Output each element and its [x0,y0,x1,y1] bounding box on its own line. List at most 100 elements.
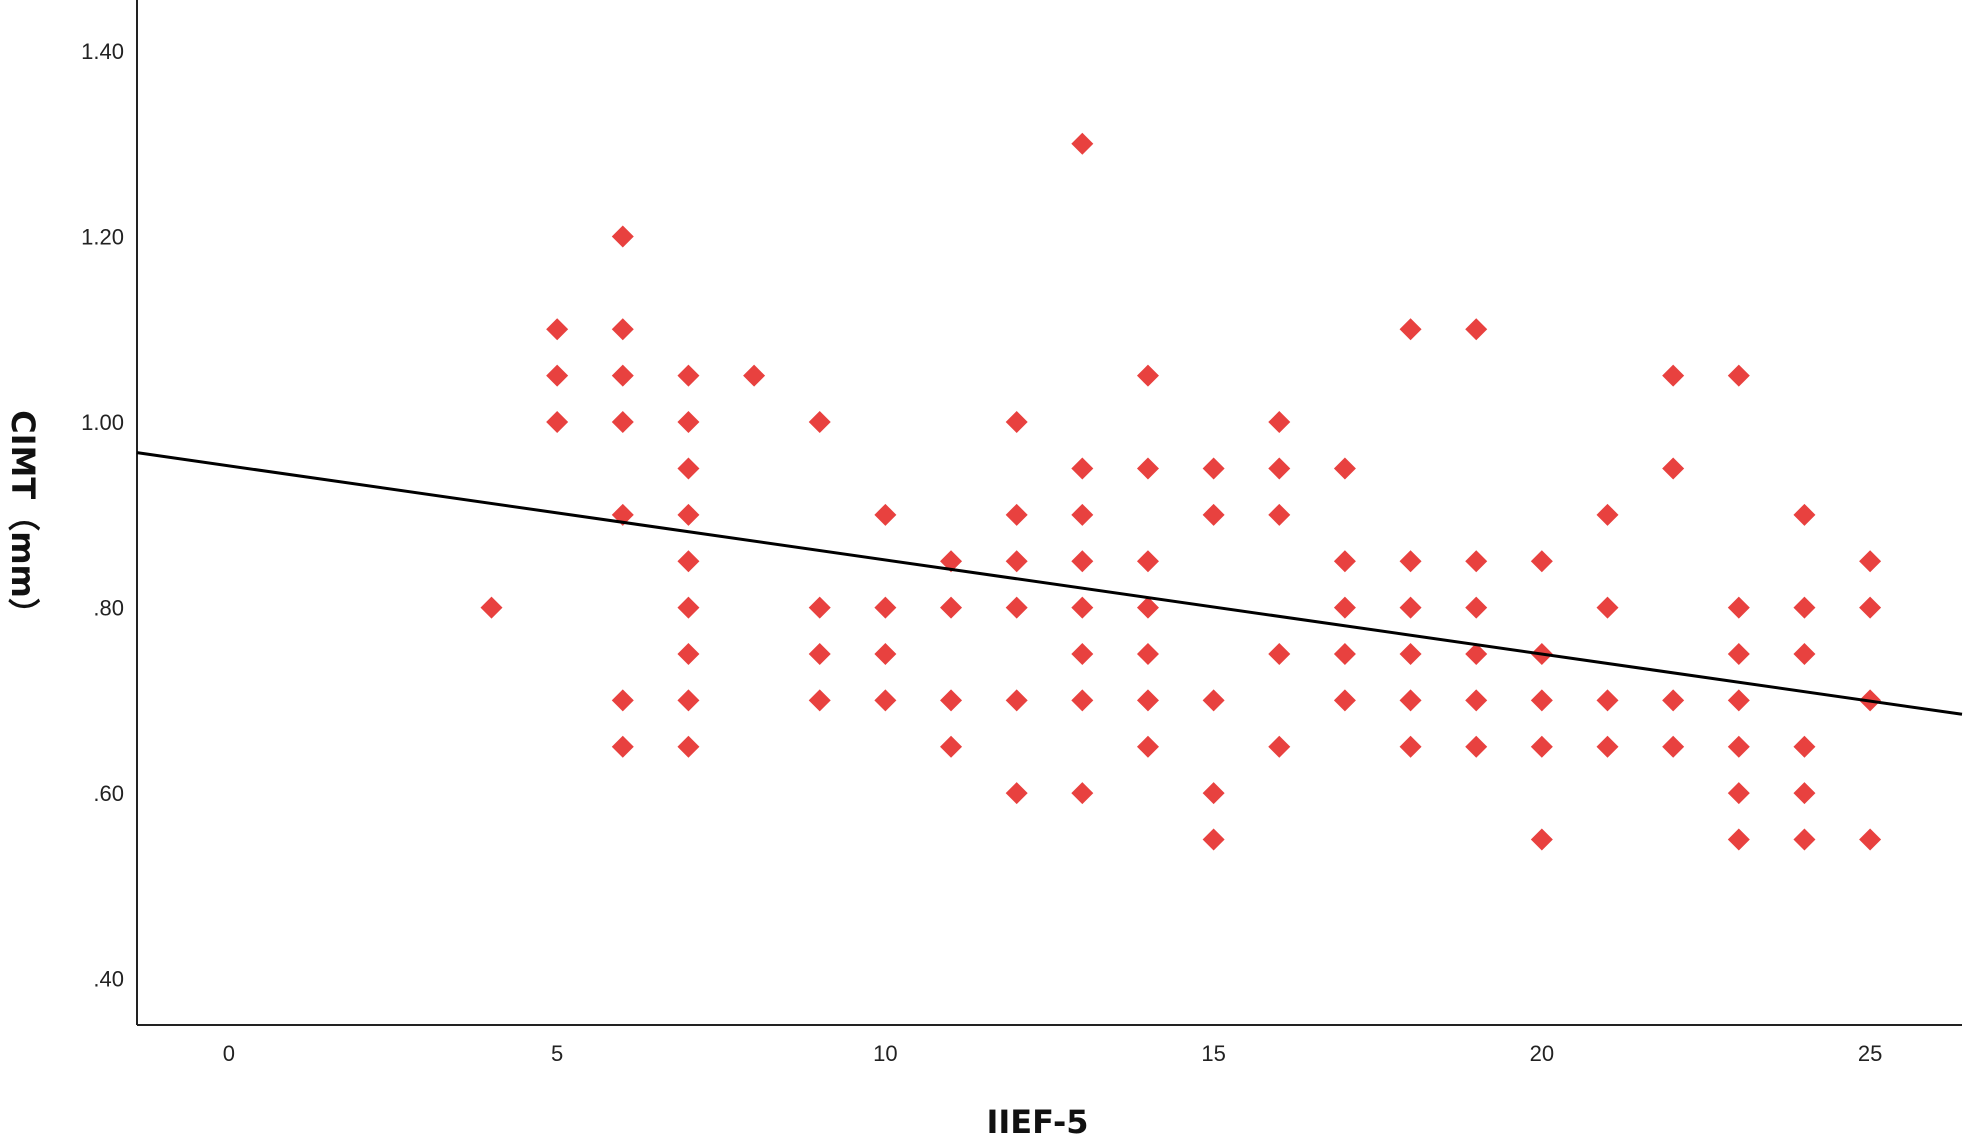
data-point [1333,550,1356,573]
data-point [1530,689,1553,712]
data-point [1071,596,1094,619]
data-point [1268,411,1291,434]
data-point [546,411,569,434]
data-point [1530,828,1553,851]
data-point [1202,689,1225,712]
data-point [1793,782,1816,805]
data-point [677,550,700,573]
data-point [546,318,569,341]
data-point [1465,642,1488,665]
data-point [611,318,634,341]
data-point [1465,735,1488,758]
data-point [1662,689,1685,712]
data-point [874,503,897,526]
data-point [1859,596,1882,619]
data-point [1530,550,1553,573]
data-point [1727,828,1750,851]
data-point [1662,364,1685,387]
data-point [1793,503,1816,526]
data-point [1399,550,1422,573]
data-point [1202,828,1225,851]
data-point [1465,596,1488,619]
data-point [677,735,700,758]
data-point [1136,642,1159,665]
x-tick-label: 0 [223,1041,235,1066]
data-point [1399,318,1422,341]
data-point [1399,689,1422,712]
data-point [1071,642,1094,665]
data-point [1005,503,1028,526]
data-point [1727,364,1750,387]
data-point [1005,689,1028,712]
data-point [808,689,831,712]
data-point [1071,550,1094,573]
data-point [1727,735,1750,758]
data-point [1333,457,1356,480]
data-point [1399,735,1422,758]
data-point [1333,689,1356,712]
data-point [1136,596,1159,619]
data-point [940,689,963,712]
data-point [611,364,634,387]
data-point [1727,642,1750,665]
data-point [1136,689,1159,712]
y-tick-label: 1.40 [81,39,124,64]
data-point [1793,735,1816,758]
data-point [677,457,700,480]
data-point [808,411,831,434]
data-point [743,364,766,387]
data-point [1399,642,1422,665]
data-point [808,642,831,665]
data-point [808,596,831,619]
data-point [546,364,569,387]
data-point [874,596,897,619]
data-point [1596,735,1619,758]
data-point [1465,550,1488,573]
x-ticks: 0 5 10 15 20 25 [223,1041,1883,1066]
data-point [611,689,634,712]
data-point [1727,689,1750,712]
data-point [677,642,700,665]
data-point [1202,503,1225,526]
data-point [611,225,634,248]
data-point [1136,364,1159,387]
data-point [480,596,503,619]
data-point [1202,457,1225,480]
data-point [1071,132,1094,155]
x-tick-label: 5 [551,1041,563,1066]
data-point [1202,782,1225,805]
data-point [1662,457,1685,480]
data-point [1727,596,1750,619]
y-tick-label: .80 [93,596,124,621]
data-point [677,411,700,434]
y-tick-label: 1.00 [81,410,124,435]
data-point [1596,689,1619,712]
y-tick-label: .60 [93,781,124,806]
data-point [1136,550,1159,573]
data-point [1268,503,1291,526]
fit-line-group [136,451,1963,716]
data-point [1136,457,1159,480]
data-point [1005,782,1028,805]
x-tick-label: 20 [1530,1041,1554,1066]
data-point [1005,550,1028,573]
data-point [874,642,897,665]
data-point [1465,689,1488,712]
data-point [1333,642,1356,665]
data-point [1793,642,1816,665]
data-point [1071,689,1094,712]
data-point [1268,457,1291,480]
data-point [1268,735,1291,758]
data-point [1793,828,1816,851]
y-tick-label: .40 [93,967,124,992]
x-tick-label: 15 [1201,1041,1225,1066]
data-point [1727,782,1750,805]
data-point [1071,457,1094,480]
data-point [677,364,700,387]
data-point [611,411,634,434]
data-point [1333,596,1356,619]
y-ticks: .40 .60 .80 1.00 1.20 1.40 [81,39,124,992]
fit-line [136,451,1963,716]
data-point [1530,735,1553,758]
